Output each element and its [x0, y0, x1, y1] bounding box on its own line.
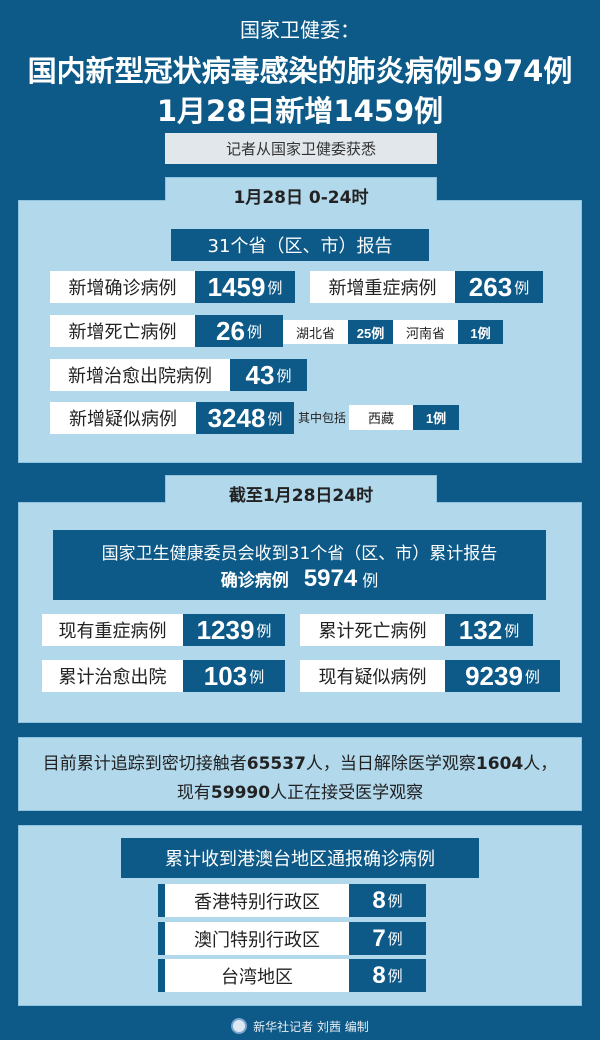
tibet-value: 1例: [413, 405, 459, 430]
unit: 例: [524, 667, 540, 686]
traced-count: 65537: [246, 754, 306, 774]
unit: 例: [276, 366, 292, 385]
value: 7: [372, 924, 386, 952]
value: 1239: [196, 614, 255, 645]
hmt-title: 累计收到港澳台地区通报确诊病例: [121, 838, 479, 878]
current-severe-value: 1239 例: [183, 614, 285, 646]
value: 263: [468, 271, 513, 302]
total-recovered-label: 累计治愈出院: [42, 660, 183, 692]
released-count: 1604: [475, 754, 524, 774]
tibet-label: 西藏: [349, 405, 413, 430]
new-confirmed-label: 新增确诊病例: [50, 271, 195, 303]
new-severe-value: 263 例: [455, 271, 543, 303]
banner-line1: 国家卫生健康委员会收到31个省（区、市）累计报告: [101, 544, 498, 564]
contacts-panel: 目前累计追踪到密切接触者65537人，当日解除医学观察1604人， 现有5999…: [18, 737, 582, 811]
unit: 例: [246, 322, 262, 341]
text: 人，当日解除医学观察: [305, 754, 476, 774]
footer-credit: 新华社记者 刘茜 编制: [253, 1019, 369, 1034]
region-label: 澳门特别行政区: [165, 922, 349, 955]
source-title: 国家卫健委：: [240, 18, 360, 42]
value: 26: [216, 315, 245, 346]
tab-joint: [166, 198, 436, 206]
xinhua-logo-icon: [231, 1018, 248, 1034]
new-suspected-label: 新增疑似病例: [50, 402, 196, 434]
including-note: 其中包括: [297, 411, 346, 425]
value: 132: [458, 614, 503, 645]
unit: 例: [504, 621, 520, 640]
text: 目前累计追踪到密切接触者: [42, 754, 247, 774]
new-suspected-value: 3248 例: [196, 402, 294, 434]
main-title: 国内新型冠状病毒感染的肺炎病例5974例: [27, 54, 573, 88]
confirmed-value: 5974: [303, 565, 358, 592]
cumulative-tab-label: 截至1月28日24时: [228, 485, 374, 506]
hubei-value: 25例: [348, 320, 393, 344]
current-suspected-value: 9239 例: [445, 660, 560, 692]
new-confirmed-value: 1459 例: [195, 271, 295, 303]
value: 43: [245, 359, 275, 390]
text: 现有: [176, 783, 211, 803]
value: 9239: [465, 660, 523, 691]
new-deaths-value: 26 例: [195, 315, 283, 347]
daily-banner: 31个省（区、市）报告: [171, 229, 429, 261]
new-deaths-label: 新增死亡病例: [50, 315, 195, 347]
unit: 例: [256, 621, 272, 640]
unit: 例: [362, 571, 379, 590]
value: 8: [372, 961, 386, 989]
current-suspected-label: 现有疑似病例: [300, 660, 445, 692]
total-deaths-value: 132 例: [445, 614, 533, 646]
unit: 例: [387, 892, 403, 910]
value: 8: [372, 886, 386, 914]
main-subtitle: 1月28日新增1459例: [156, 94, 444, 128]
new-recovered-value: 43 例: [230, 359, 307, 391]
region-label: 香港特别行政区: [165, 884, 349, 917]
text: 人正在接受医学观察: [270, 783, 424, 803]
total-deaths-label: 累计死亡病例: [300, 614, 445, 646]
tab-joint: [166, 500, 436, 508]
observation-count: 59990: [210, 783, 271, 803]
total-recovered-value: 103 例: [183, 660, 285, 692]
unit: 例: [267, 278, 283, 297]
unit: 例: [249, 667, 265, 686]
current-severe-label: 现有重症病例: [42, 614, 183, 646]
region-label: 台湾地区: [165, 959, 349, 992]
hubei-label: 湖北省: [283, 320, 348, 344]
unit: 例: [267, 409, 283, 428]
confirmed-label: 确诊病例: [220, 571, 289, 591]
source-note: 记者从国家卫健委获悉: [165, 133, 437, 164]
cumulative-banner: 国家卫生健康委员会收到31个省（区、市）累计报告 确诊病例 5974 例: [53, 530, 546, 600]
daily-tab-label: 1月28日 0-24时: [233, 187, 369, 208]
new-recovered-label: 新增治愈出院病例: [50, 359, 230, 391]
value: 103: [203, 660, 248, 691]
unit: 例: [514, 278, 530, 297]
footer: 新华社记者 刘茜 编制: [0, 1016, 600, 1036]
value: 3248: [207, 402, 266, 433]
text: 人，: [523, 754, 558, 774]
value: 1459: [207, 271, 266, 302]
henan-label: 河南省: [393, 320, 458, 344]
unit: 例: [387, 967, 403, 985]
unit: 例: [387, 930, 403, 948]
henan-value: 1例: [458, 320, 503, 344]
new-severe-label: 新增重症病例: [310, 271, 455, 303]
